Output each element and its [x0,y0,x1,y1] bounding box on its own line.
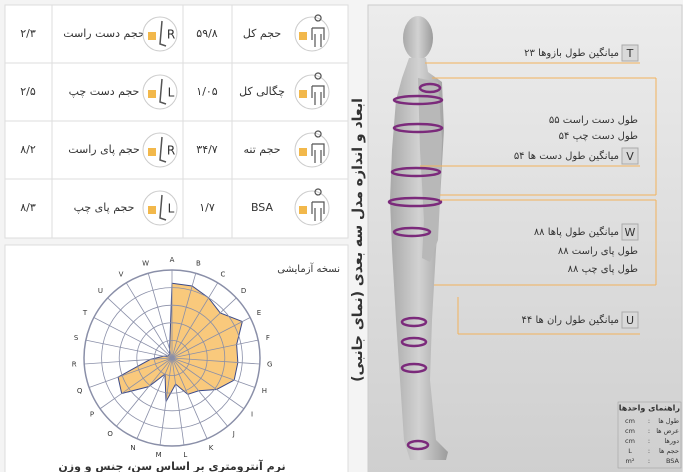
legend-unit: cm [625,437,635,445]
annotation-text: طول پای راست ۸۸ [558,246,638,257]
body-value: ۵۹/۸ [196,27,218,40]
radar-caption: نرم آنترومتری بر اساس سن، جنس و وزن [58,459,285,472]
legend-label: BSA [666,457,680,465]
axis-label: O [107,430,113,438]
axis-label: T [82,309,88,317]
body-label: BSA [251,201,274,214]
annotation-text: طول دست چپ ۵۴ [559,131,638,142]
legend-label: طول ها [658,417,679,425]
part-label: حجم دست چپ [69,85,140,98]
axis-label: F [266,334,270,342]
axis-label: G [267,361,272,369]
body-label: حجم تنه [244,143,281,156]
legend-unit: L [628,447,632,455]
annotation-text: میانگین طول بازوها ۲۳ [524,47,619,59]
axis-label: C [220,270,225,278]
legend-separator: : [648,437,650,445]
part-value: ۸/۳ [20,201,36,214]
annotation-key: W [625,226,636,239]
limb-cube [148,148,156,156]
axis-label: Q [77,387,83,395]
annotation-key: V [626,150,634,163]
axis-label: J [232,430,235,438]
legend-separator: : [648,457,650,465]
body-cube [299,90,307,98]
axis-label: N [130,444,135,452]
body-label: چگالی کل [239,85,285,98]
annotation-key: T [626,47,634,60]
annotation-text: میانگین طول پاها ۸۸ [534,226,619,238]
legend-unit: cm [625,427,635,435]
body-cube [299,206,307,214]
axis-label: B [196,260,201,268]
body-cube [299,148,307,156]
axis-label: M [156,451,162,459]
legend-title: راهنمای واحدها [619,404,681,413]
axis-label: P [90,411,94,419]
radar-title: نسخه آزمایشی [277,262,340,275]
legend-unit: cm [625,417,635,425]
axis-label: L [183,451,187,459]
annotation-text: طول دست راست ۵۵ [549,115,638,126]
part-label: حجم دست راست [63,27,145,40]
screen: ابعاد و اندازه مدل سه بعدی (نمای جانبی) … [0,0,683,472]
limb-cube [148,90,156,98]
annotation-text: طول پای چپ ۸۸ [568,264,638,275]
axis-label: V [119,270,124,278]
body-value: ۱/۰۵ [196,85,218,98]
legend-label: دورها [664,437,679,445]
part-value: ۲/۵ [20,85,36,98]
side-letter: R [167,28,175,42]
axis-label: S [74,334,79,342]
legend-label: عرض ها [656,427,679,435]
axis-label: K [209,444,214,452]
side-letter: R [167,144,175,158]
legend-unit: m² [626,457,635,465]
annotation-text: میانگین طول دست ها ۵۴ [514,150,619,162]
legend-separator: : [648,447,650,455]
annotation-key: U [626,314,634,327]
part-label: حجم پای راست [68,143,140,156]
body-label: حجم کل [243,27,281,40]
axis-label: D [241,287,246,295]
limb-cube [148,206,156,214]
figure-title: ابعاد و اندازه مدل سه بعدی (نمای جانبی) [350,98,366,382]
part-value: ۸/۲ [20,143,36,156]
axis-label: R [72,361,77,369]
limb-cube [148,32,156,40]
axis-label: I [251,411,253,419]
legend-separator: : [648,417,650,425]
body-value: ۳۴/۷ [196,143,218,156]
axis-label: A [170,256,175,264]
part-label: حجم پای چپ [74,201,135,214]
body-cube [299,32,307,40]
side-letter: L [168,202,175,216]
side-letter: L [168,86,175,100]
part-value: ۲/۳ [20,27,36,40]
axis-label: U [98,287,103,295]
body-value: ۱/۷ [199,201,215,214]
axis-label: E [257,309,261,317]
legend-label: حجم ها [659,447,679,455]
legend-separator: : [648,427,650,435]
axis-label: H [262,387,267,395]
annotation-text: میانگین طول ران ها ۴۴ [522,314,619,326]
axis-label: W [142,260,149,268]
